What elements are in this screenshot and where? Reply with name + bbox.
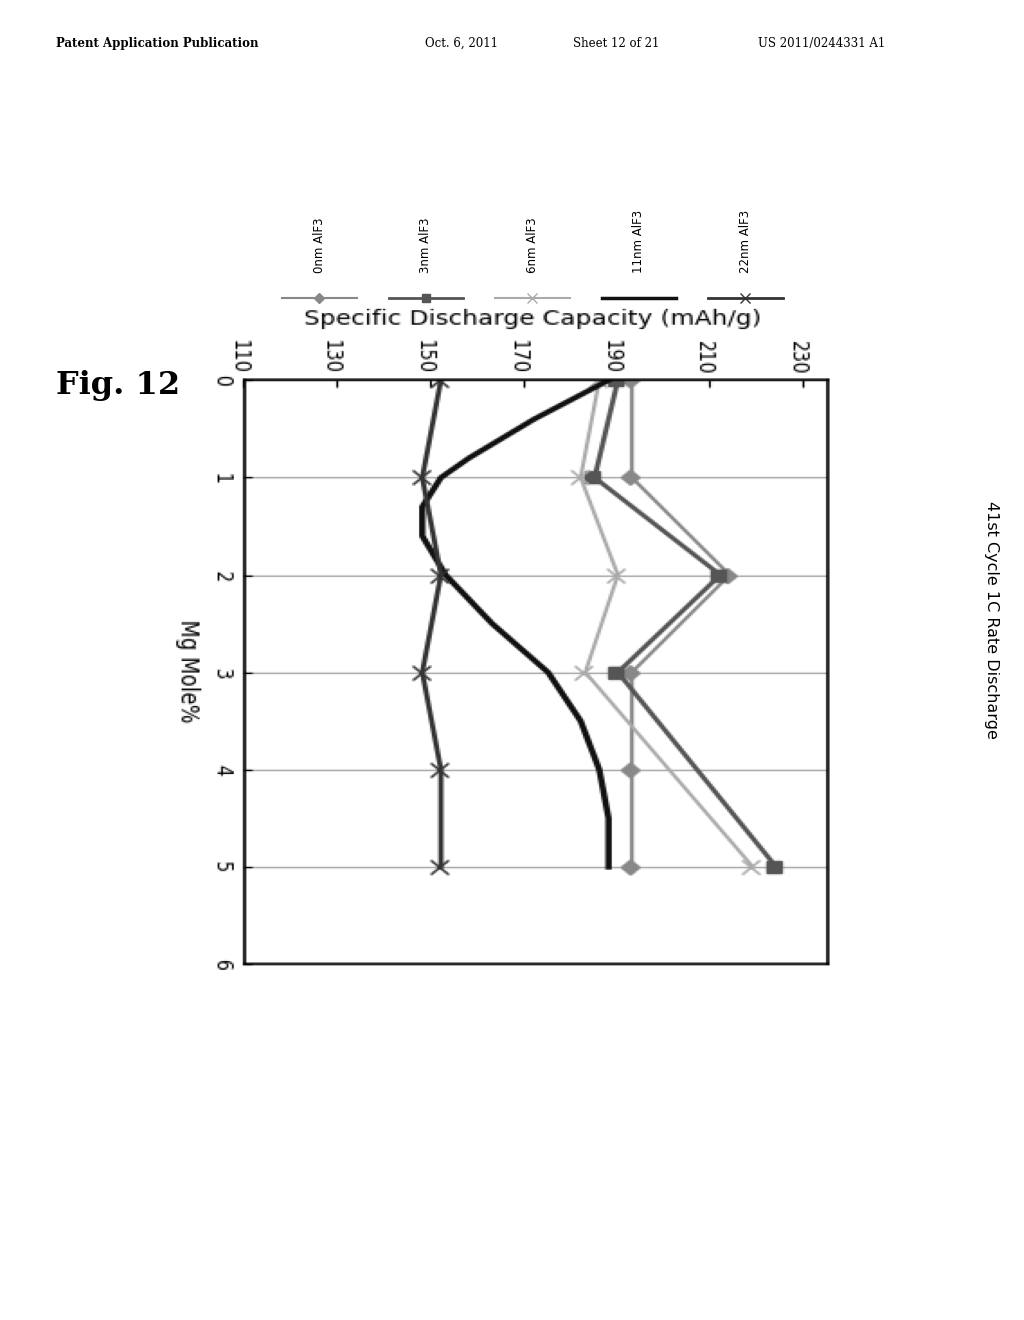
Text: 22nm AlF3: 22nm AlF3 — [739, 210, 752, 273]
Text: Oct. 6, 2011: Oct. 6, 2011 — [425, 37, 498, 50]
Text: 0nm AlF3: 0nm AlF3 — [313, 218, 326, 273]
Text: 11nm AlF3: 11nm AlF3 — [633, 210, 645, 273]
Text: Patent Application Publication: Patent Application Publication — [56, 37, 259, 50]
Text: 3nm AlF3: 3nm AlF3 — [420, 218, 432, 273]
Text: 41st Cycle 1C Rate Discharge: 41st Cycle 1C Rate Discharge — [984, 502, 998, 739]
Text: 6nm AlF3: 6nm AlF3 — [526, 218, 539, 273]
Text: Sheet 12 of 21: Sheet 12 of 21 — [573, 37, 659, 50]
Text: Fig. 12: Fig. 12 — [56, 370, 180, 400]
Text: US 2011/0244331 A1: US 2011/0244331 A1 — [758, 37, 885, 50]
